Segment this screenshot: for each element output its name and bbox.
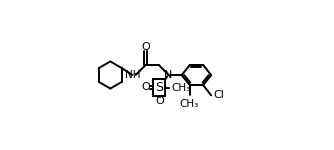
Text: CH₃: CH₃ — [172, 82, 191, 93]
Text: O: O — [155, 96, 164, 106]
Text: CH₃: CH₃ — [179, 99, 199, 109]
Text: O: O — [141, 82, 150, 92]
Text: N: N — [164, 70, 173, 80]
Text: Cl: Cl — [213, 90, 224, 100]
Text: S: S — [155, 81, 163, 94]
Text: O: O — [141, 42, 150, 52]
Text: NH: NH — [125, 70, 140, 80]
